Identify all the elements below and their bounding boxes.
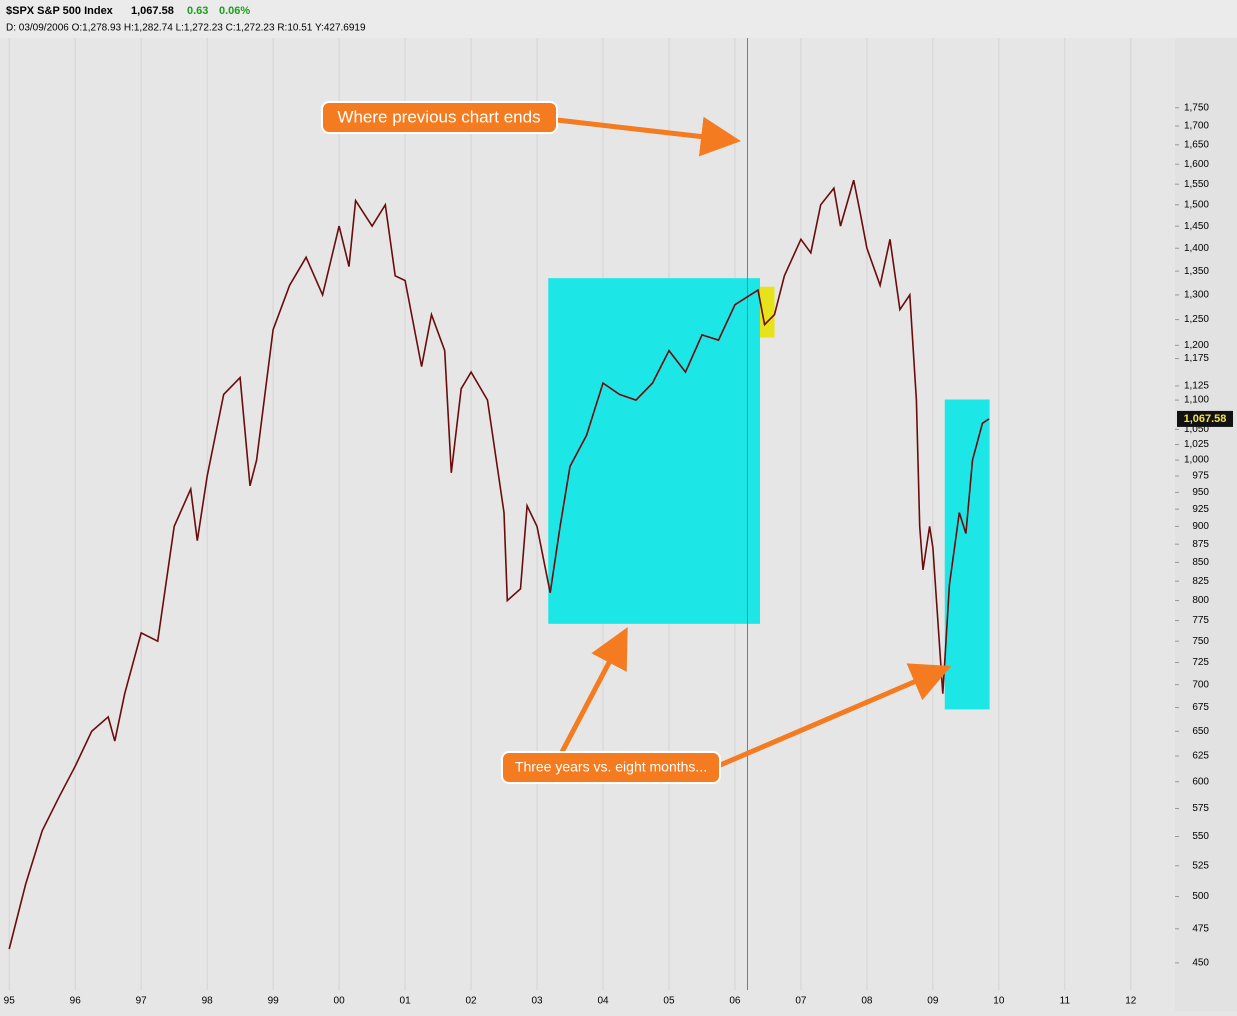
highlight	[760, 286, 775, 338]
header-bar	[0, 0, 1237, 38]
y-tick-label: 1,750	[1184, 102, 1209, 113]
y-tick-label: 775	[1192, 615, 1209, 626]
highlight	[944, 399, 990, 710]
plot: 95 96 97 98 99 00 01 02 03 04 05 06 07 08 09 10 11 12 450 4…	[4, 38, 1209, 1007]
y-tick-label: 800	[1192, 595, 1209, 606]
x-tick-label: 08	[861, 996, 873, 1007]
x-tick-label: 95	[4, 996, 16, 1007]
y-tick-label: 650	[1192, 726, 1209, 737]
y-tick-label: 1,125	[1184, 381, 1209, 392]
y-tick-label: 925	[1192, 504, 1209, 515]
y-tick-label: 1,050	[1184, 424, 1209, 435]
x-tick-label: 04	[597, 996, 609, 1007]
annotation-box	[501, 751, 721, 784]
y-tick-label: 750	[1192, 636, 1209, 647]
annotation: Three years vs. eight months...	[515, 759, 707, 775]
x-tick-label: 06	[729, 996, 741, 1007]
y-tick-label: 525	[1192, 860, 1209, 871]
last-price-label: 1,067.58	[1184, 413, 1227, 425]
x-tick-label: 11	[1060, 996, 1071, 1007]
y-tick-label: 475	[1192, 923, 1209, 934]
y-tick-label: 1,350	[1184, 266, 1209, 277]
y-tick-label: 850	[1192, 557, 1209, 568]
y-tick-label: 500	[1192, 891, 1209, 902]
y-tick-label: 1,600	[1184, 159, 1209, 170]
y-tick-label: 625	[1192, 751, 1209, 762]
y-tick-label: 1,650	[1184, 139, 1209, 150]
change-pct: 0.06%	[219, 5, 250, 17]
x-tick-label: 97	[136, 996, 148, 1007]
x-tick-label: 02	[465, 996, 477, 1007]
y-tick-label: 1,450	[1184, 221, 1209, 232]
annotation: Where previous chart ends	[337, 107, 540, 126]
y-tick-label: 1,000	[1184, 455, 1209, 466]
y-tick-label: 825	[1192, 576, 1209, 587]
y-tick-label: 450	[1192, 957, 1209, 968]
y-tick-label: 975	[1192, 471, 1209, 482]
change: 0.63	[187, 5, 208, 17]
y-tick-label: 1,300	[1184, 290, 1209, 301]
x-tick-label: 03	[531, 996, 543, 1007]
y-tick-label: 1,550	[1184, 179, 1209, 190]
ohlc: D: 03/09/2006 O:1,278.93 H:1,282.74 L:1,…	[6, 23, 366, 34]
y-tick-label: 1,175	[1184, 353, 1209, 364]
y-tick-label: 600	[1192, 776, 1209, 787]
y-tick-label: 1,200	[1184, 340, 1209, 351]
x-tick-label: 09	[927, 996, 939, 1007]
x-tick-label: 99	[268, 996, 280, 1007]
symbol: $SPX S&P 500 Index	[6, 5, 114, 17]
arrow	[556, 116, 741, 157]
x-tick-label: 01	[400, 996, 412, 1007]
annotations: Where previous chart ends Three years vs…	[321, 101, 952, 784]
y-tick-label: 1,700	[1184, 121, 1209, 132]
x-tick-label: 12	[1125, 996, 1137, 1007]
y-tick-label: 875	[1192, 539, 1209, 550]
arrow	[559, 627, 628, 754]
y-tick-label: 675	[1192, 702, 1209, 713]
y-tick-label: 550	[1192, 831, 1209, 842]
y-tick-label: 700	[1192, 679, 1209, 690]
price-line	[8, 179, 990, 950]
y-tick-label: 1,100	[1184, 395, 1209, 406]
y-tick-label: 575	[1192, 803, 1209, 814]
y-tick-label: 1,400	[1184, 243, 1209, 254]
y-tick-label: 1,500	[1184, 199, 1209, 210]
x-tick-label: 00	[334, 996, 346, 1007]
y-tick-label: 900	[1192, 521, 1209, 532]
last-price: 1,067.58	[131, 5, 174, 17]
last-price-box	[1177, 410, 1233, 427]
x-tick-label: 07	[795, 996, 807, 1007]
x-tick-label: 96	[70, 996, 82, 1007]
arrow	[717, 663, 952, 769]
y-tick-label: 725	[1192, 657, 1209, 668]
x-tick-label: 05	[663, 996, 675, 1007]
annotation-box	[321, 101, 558, 134]
highlight	[548, 278, 761, 624]
x-tick-label: 10	[993, 996, 1005, 1007]
y-axis-area	[1175, 38, 1237, 1011]
y-tick-label: 1,250	[1184, 314, 1209, 325]
y-tick-label: 950	[1192, 487, 1209, 498]
x-tick-label: 98	[202, 996, 214, 1007]
y-tick-label: 1,025	[1184, 439, 1209, 450]
